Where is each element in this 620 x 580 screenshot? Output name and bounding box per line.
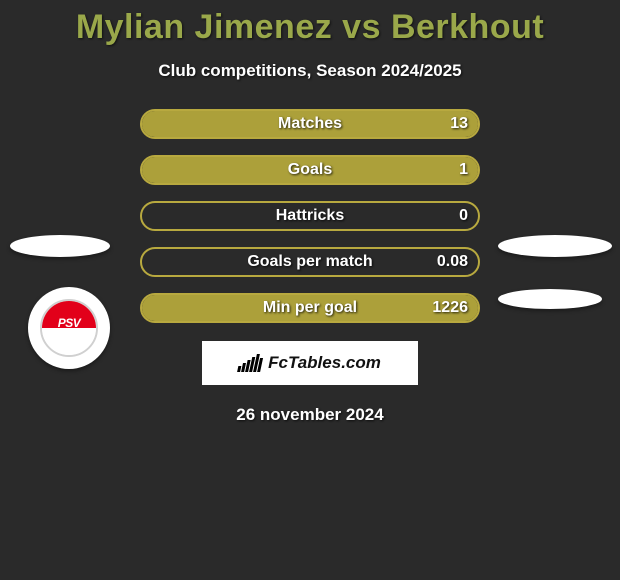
stat-bar: Goals per match 0.08: [140, 247, 480, 277]
subtitle: Club competitions, Season 2024/2025: [0, 61, 620, 81]
stats-area: PSV Matches 13 Goals 1 Hattricks 0: [0, 109, 620, 323]
stat-row-gpm: Goals per match 0.08: [0, 247, 620, 277]
stat-label: Goals per match: [247, 253, 372, 271]
stat-value: 13: [450, 115, 468, 133]
stat-bar: Matches 13: [140, 109, 480, 139]
stat-value: 0.08: [437, 253, 468, 271]
stat-row-mpg: Min per goal 1226: [0, 293, 620, 323]
stat-label: Goals: [288, 161, 332, 179]
page-title: Mylian Jimenez vs Berkhout: [0, 8, 620, 47]
fctables-watermark: FcTables.com: [202, 341, 418, 385]
stat-label: Min per goal: [263, 299, 357, 317]
stat-row-goals: Goals 1: [0, 155, 620, 185]
fctables-icon: [237, 354, 264, 372]
fctables-text: FcTables.com: [268, 353, 381, 373]
stat-row-matches: Matches 13: [0, 109, 620, 139]
stat-label: Matches: [278, 115, 342, 133]
stat-label: Hattricks: [276, 207, 344, 225]
stat-row-hattricks: Hattricks 0: [0, 201, 620, 231]
date-text: 26 november 2024: [0, 405, 620, 425]
stat-bar: Min per goal 1226: [140, 293, 480, 323]
stat-bar: Hattricks 0: [140, 201, 480, 231]
stat-value: 0: [459, 207, 468, 225]
stat-value: 1: [459, 161, 468, 179]
stat-bar: Goals 1: [140, 155, 480, 185]
stat-value: 1226: [432, 299, 468, 317]
